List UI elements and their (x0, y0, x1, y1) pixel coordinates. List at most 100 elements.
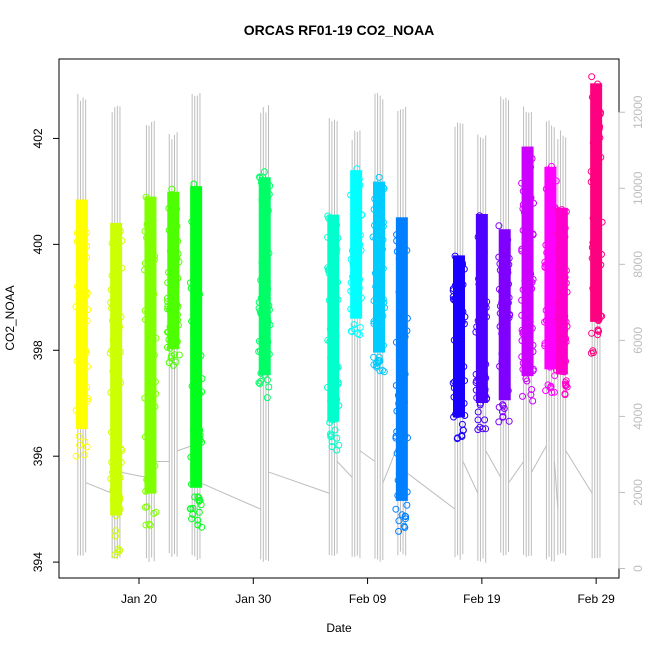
data-point (198, 523, 206, 531)
data-point (146, 358, 154, 366)
data-point (518, 296, 526, 304)
data-point (334, 234, 342, 242)
data-point (560, 368, 568, 376)
data-point (504, 299, 512, 307)
data-point (563, 288, 571, 296)
data-point (332, 332, 340, 340)
data-point (558, 344, 566, 352)
data-point (80, 451, 88, 459)
data-point (520, 208, 528, 216)
data-point (558, 206, 566, 214)
data-point (194, 521, 202, 529)
data-point (379, 236, 387, 244)
data-point (460, 320, 468, 328)
data-point (174, 237, 182, 245)
data-point (523, 342, 531, 350)
data-point (145, 439, 153, 447)
data-point (518, 247, 526, 255)
data-point (147, 411, 155, 419)
data-point (151, 462, 159, 470)
data-point (356, 276, 363, 283)
data-point (72, 406, 80, 414)
data-point (528, 386, 536, 393)
data-point (83, 383, 91, 391)
data-point (370, 297, 378, 305)
data-point (326, 338, 334, 345)
data-point (541, 318, 549, 326)
data-point (263, 394, 271, 402)
data-point (588, 93, 596, 101)
data-point (117, 313, 125, 321)
flight-points-RF02 (106, 222, 126, 559)
data-point (263, 300, 271, 308)
data-point (107, 286, 115, 294)
data-point (347, 255, 355, 263)
data-point (495, 418, 503, 426)
data-point (380, 368, 388, 376)
data-point (455, 335, 463, 343)
data-point (392, 505, 400, 513)
data-point (503, 260, 511, 268)
data-point (594, 197, 601, 205)
y-tick-label: 400 (31, 234, 45, 254)
data-point (496, 362, 504, 370)
flight-points-RF10 (392, 217, 411, 535)
data-point (496, 260, 504, 268)
data-point (504, 387, 512, 395)
data-point (590, 295, 598, 303)
data-point (116, 474, 124, 482)
data-point (395, 255, 403, 263)
data-point (394, 476, 402, 484)
data-point (193, 297, 201, 305)
data-point (394, 492, 402, 499)
data-point (141, 266, 148, 274)
data-point (519, 226, 527, 234)
data-point (335, 441, 343, 449)
data-point (483, 313, 490, 321)
data-point (499, 381, 507, 389)
data-point (83, 349, 90, 357)
data-point (72, 303, 80, 311)
data-point (333, 245, 341, 253)
flight-points-RF14 (518, 146, 537, 405)
flight-points-RF05 (186, 180, 206, 531)
data-point (403, 488, 411, 496)
data-point (145, 520, 153, 528)
y-axis-label: CO2_NOAA (3, 285, 17, 350)
data-point (523, 242, 531, 250)
data-point (192, 363, 200, 371)
data-point (544, 198, 552, 206)
data-point (107, 389, 115, 396)
data-point (371, 195, 379, 203)
data-point (451, 295, 459, 303)
data-point (402, 515, 409, 523)
data-point (108, 272, 116, 279)
data-point (165, 226, 173, 234)
altitude-ferry (565, 450, 593, 494)
data-point (374, 222, 382, 229)
data-point (83, 289, 91, 297)
data-point (399, 274, 407, 282)
data-point (474, 416, 482, 424)
data-point (262, 293, 270, 301)
data-point (83, 397, 91, 405)
data-point (500, 405, 508, 412)
y-right-tick-label: 12000 (631, 95, 645, 129)
data-point (113, 433, 121, 441)
data-point (400, 268, 408, 275)
data-point (110, 246, 118, 254)
data-point (598, 218, 606, 226)
data-point (76, 413, 84, 421)
data-point (358, 211, 365, 219)
altitude-ferry (336, 461, 353, 478)
data-point (174, 250, 182, 258)
data-point (472, 386, 480, 394)
data-point (327, 354, 335, 362)
data-point (505, 314, 513, 322)
data-point (562, 338, 570, 346)
data-point (111, 532, 119, 540)
data-point (478, 241, 486, 249)
data-point (143, 220, 151, 228)
data-point (562, 279, 570, 287)
